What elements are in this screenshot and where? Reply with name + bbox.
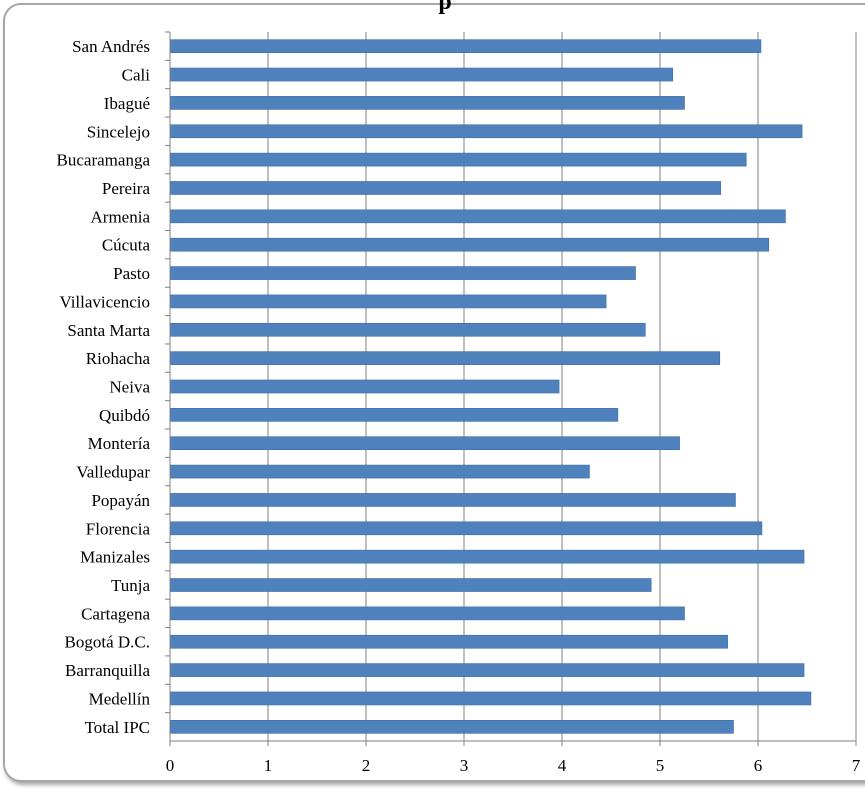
bar <box>169 493 736 507</box>
x-tick-label: 0 <box>166 756 175 775</box>
x-tick-label: 1 <box>264 756 273 775</box>
category-label: Quibdó <box>99 406 150 425</box>
bar <box>169 549 805 564</box>
category-label: Montería <box>88 434 151 453</box>
category-label: Cali <box>122 66 151 85</box>
chart-title: p <box>438 0 452 15</box>
category-label: Manizales <box>80 548 150 567</box>
category-label: Neiva <box>109 378 150 397</box>
bar <box>169 181 722 195</box>
x-tick-label: 5 <box>656 756 665 775</box>
category-label: Cartagena <box>81 604 150 623</box>
x-tick-label: 6 <box>754 756 763 775</box>
x-tick-label: 4 <box>558 756 567 775</box>
bar <box>169 408 619 422</box>
bar <box>169 266 636 280</box>
category-label: Bucaramanga <box>57 151 151 170</box>
category-label: Tunja <box>111 576 151 595</box>
bar <box>169 39 762 54</box>
category-label: San Andrés <box>72 37 150 56</box>
bar <box>169 351 721 365</box>
bar <box>169 691 812 706</box>
bar <box>169 124 803 139</box>
bar <box>169 294 607 309</box>
bar <box>169 322 646 337</box>
category-label: Santa Marta <box>67 321 150 340</box>
category-labels: Total IPC Medellín Barranquilla Bogotá D.C.… <box>57 37 151 737</box>
bar <box>169 464 590 479</box>
bar <box>169 606 685 621</box>
category-label: Barranquilla <box>65 661 150 680</box>
x-tick-labels: 0 1 2 3 4 5 6 7 <box>166 756 861 775</box>
bar <box>169 152 747 167</box>
x-tick-label: 7 <box>852 756 861 775</box>
bar <box>169 379 560 394</box>
category-label: Bogotá D.C. <box>65 633 150 652</box>
bars <box>169 39 812 734</box>
category-label: Armenia <box>91 207 151 226</box>
category-label: Valledupar <box>76 463 150 482</box>
bar <box>169 634 728 649</box>
category-label: Total IPC <box>85 718 150 737</box>
bar <box>169 663 805 677</box>
bar <box>169 96 685 110</box>
axes <box>165 31 857 746</box>
bar <box>169 209 786 224</box>
bar <box>169 237 770 252</box>
x-tick-label: 3 <box>460 756 469 775</box>
category-label: Pereira <box>102 179 151 198</box>
category-label: Pasto <box>113 264 150 283</box>
category-label: Cúcuta <box>102 236 151 255</box>
category-label: Riohacha <box>86 349 151 368</box>
category-label: Florencia <box>86 519 151 538</box>
category-label: Ibagué <box>104 94 150 113</box>
bar <box>169 719 734 734</box>
category-label: Popayán <box>91 491 150 510</box>
bar <box>169 578 652 592</box>
bar <box>169 67 674 82</box>
x-tick-label: 2 <box>362 756 371 775</box>
bar <box>169 436 680 451</box>
bar <box>169 521 763 536</box>
category-label: Villavicencio <box>59 292 150 311</box>
category-label: Medellín <box>89 689 151 708</box>
category-label: Sincelejo <box>87 122 150 141</box>
